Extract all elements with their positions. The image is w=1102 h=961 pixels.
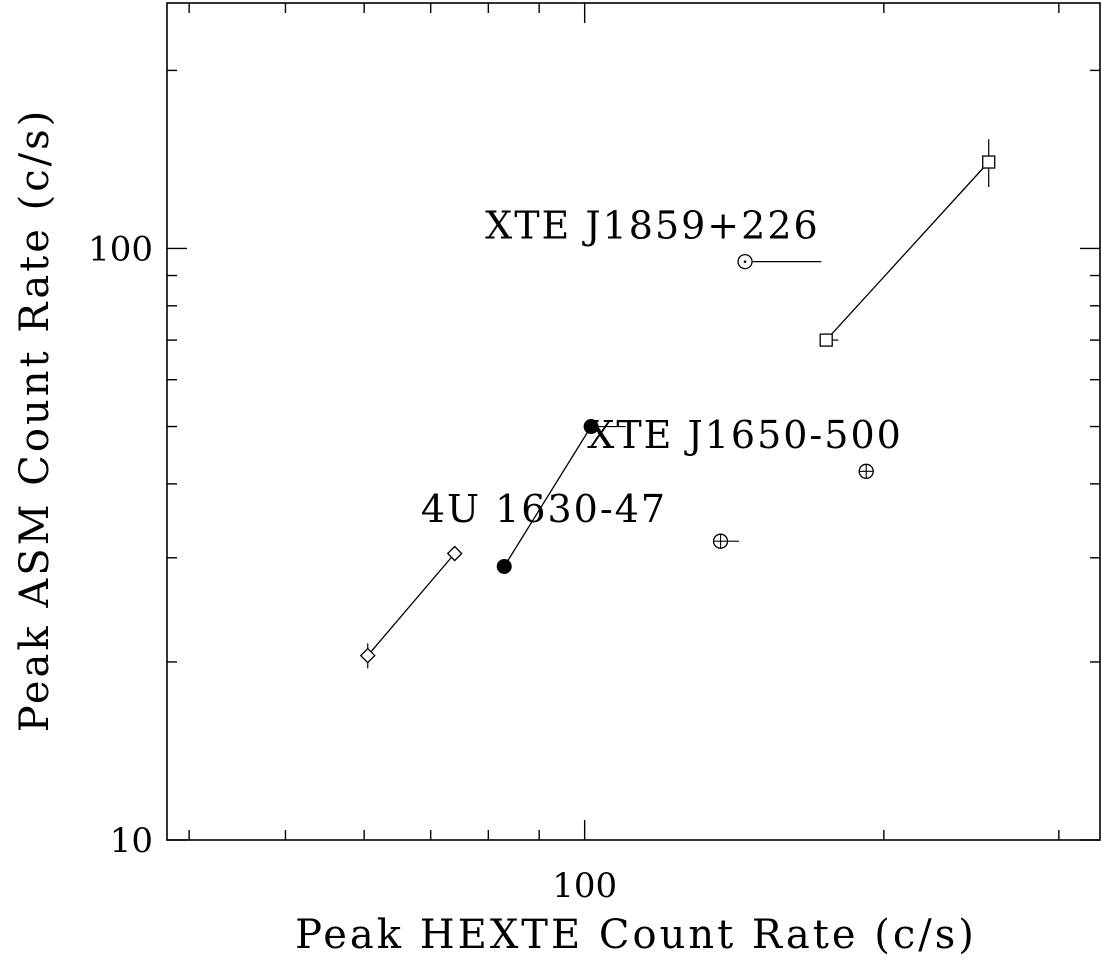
y-tick-label: 10: [110, 821, 153, 861]
data-point-diamond: [446, 545, 463, 562]
data-point-square: [982, 155, 996, 169]
data-point-open-circle-plus: [712, 533, 729, 549]
data-point-square: [819, 333, 833, 347]
data-point-open-circle-plus: [858, 463, 874, 479]
plot-frame: [166, 2, 1101, 841]
diamond-marker: [446, 545, 463, 562]
diamond-marker: [359, 647, 376, 664]
x-tick-label: 100: [552, 866, 617, 906]
data-point-diamond: [359, 647, 376, 664]
series-line: [825, 161, 990, 341]
data-point-filled-circle: [583, 419, 599, 435]
series-line: [503, 426, 592, 567]
annotation-label: XTE J1859+226: [485, 203, 820, 247]
y-axis-label: Peak ASM Count Rate (c/s): [12, 108, 58, 733]
x-axis-label: Peak HEXTE Count Rate (c/s): [295, 912, 977, 958]
annotation-label: 4U 1630-47: [421, 487, 667, 531]
square-marker: [982, 155, 996, 169]
annotation-label: XTE J1650-500: [587, 413, 903, 457]
series-line: [367, 553, 456, 657]
marker-center-dot: [743, 260, 747, 263]
square-marker: [819, 333, 833, 347]
data-point-open-circle-dot: [737, 253, 753, 270]
y-tick-label: 100: [88, 229, 153, 269]
filled-circle-marker: [583, 419, 599, 435]
data-point-filled-circle: [496, 558, 512, 574]
filled-circle-marker: [496, 558, 512, 574]
